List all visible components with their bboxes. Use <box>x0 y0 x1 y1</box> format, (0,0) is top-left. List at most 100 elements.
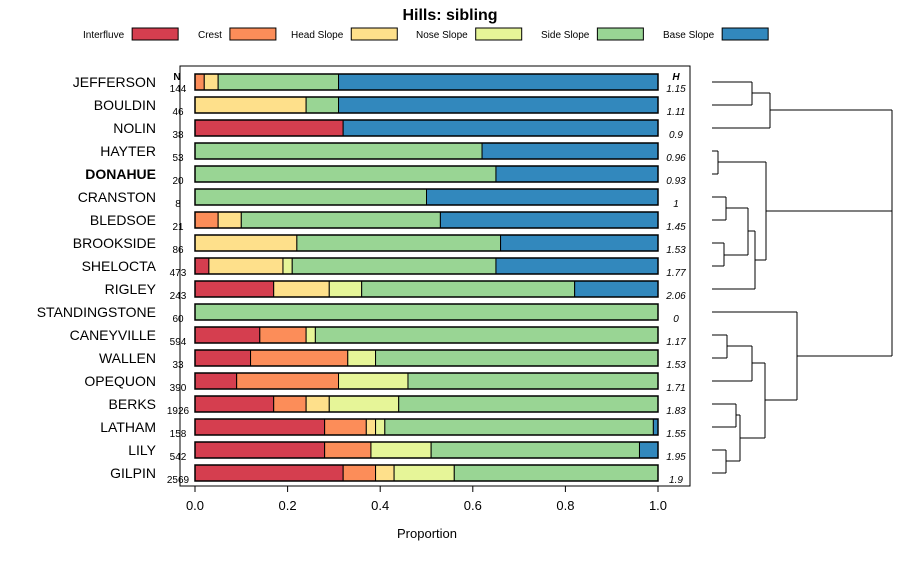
bar-segment-base-slope <box>638 441 659 459</box>
dendrogram-branch <box>712 311 798 401</box>
bar-segment-interfluve <box>194 441 326 459</box>
bar-segment-base-slope <box>481 142 659 160</box>
bar-segment-base-slope <box>495 257 659 275</box>
dendrogram-branch <box>766 210 893 357</box>
row-label: BLEDSOE <box>90 212 156 228</box>
row-label: NOLIN <box>113 120 156 136</box>
bar-outline <box>194 211 659 229</box>
x-tick-label: 0.0 <box>186 498 204 513</box>
bar-segment-nose-slope <box>338 372 409 390</box>
bar-segment-side-slope <box>384 418 654 436</box>
bar-row-donahue: DONAHUE 20 0.93 <box>85 165 686 187</box>
bar-segment-side-slope <box>240 211 441 229</box>
bar-segment-base-slope <box>495 165 659 183</box>
row-label: CRANSTON <box>78 189 156 205</box>
bar-segment-nose-slope <box>282 257 293 275</box>
bar-segment-crest <box>194 211 219 229</box>
bar-row-rigley: RIGLEY 243 2.06 <box>105 280 686 302</box>
n-value: 2569 <box>167 475 190 486</box>
bar-outline <box>194 188 659 206</box>
bar-segment-side-slope <box>194 165 497 183</box>
n-value: 53 <box>172 153 184 164</box>
plot-frame <box>179 65 691 487</box>
chart-title: Hills: sibling <box>402 7 497 24</box>
x-tick-label: 0.8 <box>556 498 574 513</box>
legend-swatch-nose-slope <box>475 27 523 41</box>
bar-segment-interfluve <box>194 257 210 275</box>
dendrogram-branch <box>712 242 725 267</box>
x-axis: 0.0 0.2 0.4 0.6 0.8 1.0 <box>186 486 667 513</box>
bar-segment-nose-slope <box>328 395 400 413</box>
bar-segment-side-slope <box>375 349 659 367</box>
bar-segment-crest <box>250 349 349 367</box>
legend-label-crest: Crest <box>198 30 222 41</box>
row-label: SHELOCTA <box>82 258 157 274</box>
dendrogram-branch <box>712 345 753 382</box>
h-value: 1.95 <box>666 452 686 463</box>
dendrogram-branch <box>712 150 719 175</box>
bar-segment-crest <box>324 418 367 436</box>
bar-segment-base-slope <box>426 188 659 206</box>
h-value: 1.11 <box>667 107 686 118</box>
dendrogram-branch <box>712 81 753 106</box>
h-value: 2.06 <box>665 291 686 302</box>
bar-outline <box>194 326 659 344</box>
bar-segment-interfluve <box>194 349 252 367</box>
legend-swatch-crest <box>229 27 277 41</box>
h-value: 1.53 <box>666 245 686 256</box>
bar-segment-side-slope <box>194 188 427 206</box>
bar-segment-base-slope <box>342 119 659 137</box>
bar-segment-nose-slope <box>393 464 455 482</box>
bar-row-bouldin: BOULDIN 46 1.11 <box>94 96 686 118</box>
bar-row-gilpin: GILPIN 2569 1.9 <box>110 464 683 486</box>
bar-segment-base-slope <box>574 280 659 298</box>
bar-segment-head-slope <box>194 96 307 114</box>
h-column-header: H <box>672 72 680 83</box>
bar-outline <box>194 395 659 413</box>
row-label: CANEYVILLE <box>70 327 156 343</box>
bar-row-berks: BERKS 1926 1.83 <box>109 395 686 417</box>
bar-segment-interfluve <box>194 119 344 137</box>
row-label: LILY <box>128 442 156 458</box>
n-value: 144 <box>170 84 187 95</box>
x-tick-label: 0.2 <box>279 498 297 513</box>
n-value: 542 <box>170 452 187 463</box>
bar-segment-crest <box>273 395 307 413</box>
bar-segment-head-slope <box>365 418 377 436</box>
row-label: WALLEN <box>99 350 156 366</box>
bar-segment-head-slope <box>217 211 242 229</box>
bar-outline <box>194 441 659 459</box>
bar-outline <box>194 234 659 252</box>
bar-segment-base-slope <box>439 211 659 229</box>
bar-segment-nose-slope <box>328 280 363 298</box>
bar-segment-head-slope <box>273 280 330 298</box>
bar-outline <box>194 119 659 137</box>
x-tick-label: 0.4 <box>371 498 389 513</box>
h-value: 0.93 <box>666 176 686 187</box>
bar-outline <box>194 418 659 436</box>
dendrogram-branch <box>726 414 741 462</box>
n-value: 21 <box>172 222 184 233</box>
row-label: BROOKSIDE <box>73 235 156 251</box>
h-value: 1.15 <box>666 84 686 95</box>
h-value: 1.55 <box>666 429 686 440</box>
bar-segment-interfluve <box>194 280 275 298</box>
x-axis-title: Proportion <box>397 526 457 541</box>
bar-outline <box>194 142 659 160</box>
bar-outline <box>194 464 659 482</box>
bar-segment-base-slope <box>500 234 659 252</box>
bar-segment-interfluve <box>194 326 261 344</box>
n-value: 1926 <box>167 406 190 417</box>
bar-segment-head-slope <box>375 464 395 482</box>
bar-row-hayter: HAYTER 53 0.96 <box>100 142 686 164</box>
h-value: 0 <box>673 314 679 325</box>
h-value: 1.45 <box>666 222 686 233</box>
legend-label-interfluve: Interfluve <box>83 30 125 41</box>
bar-outline <box>194 349 659 367</box>
bar-segment-interfluve <box>194 372 238 390</box>
legend-swatch-head-slope <box>350 27 398 41</box>
h-value: 1 <box>673 199 679 210</box>
dendrogram-branch <box>712 196 727 221</box>
